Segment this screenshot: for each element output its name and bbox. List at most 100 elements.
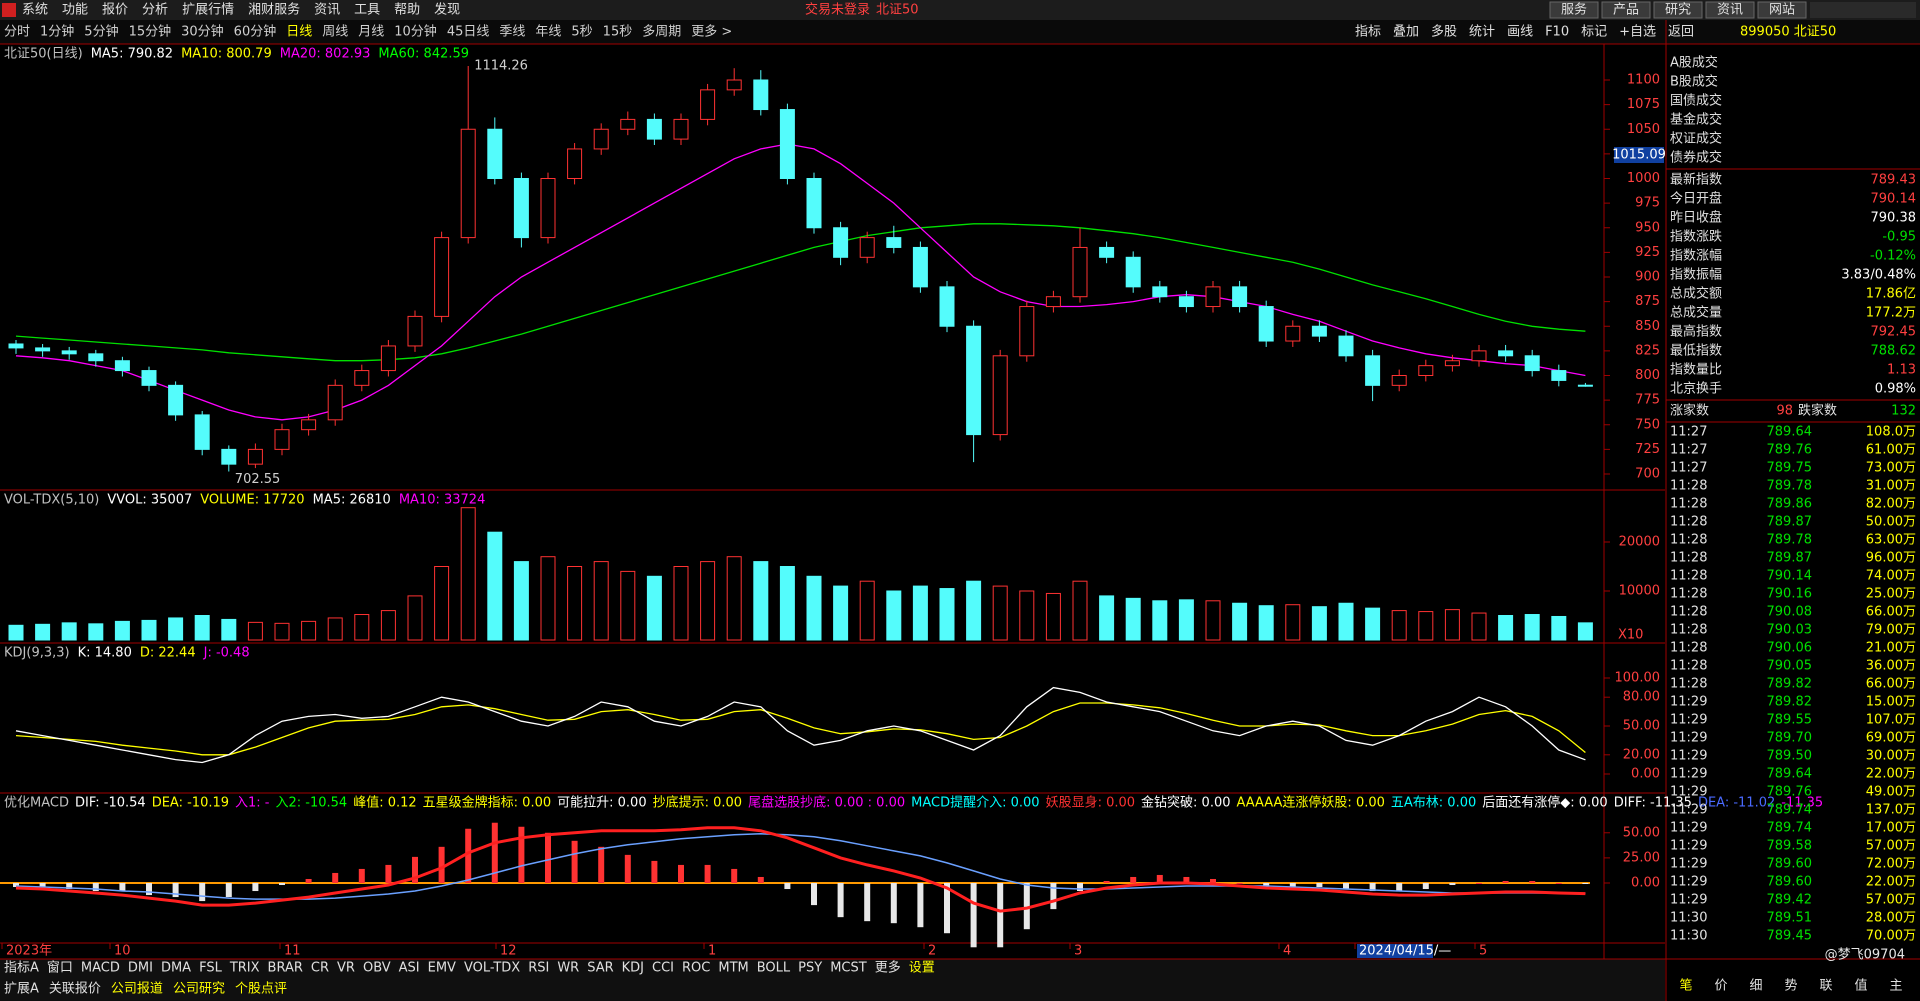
- indicator-tab[interactable]: SAR: [587, 961, 613, 976]
- period-tab[interactable]: 5秒: [571, 25, 592, 40]
- tool-button[interactable]: 画线: [1507, 25, 1533, 40]
- period-tab[interactable]: 15秒: [603, 25, 633, 40]
- extension-tab[interactable]: 个股点评: [235, 982, 287, 997]
- indicator-tab[interactable]: MACD: [81, 961, 120, 976]
- menu-button-label[interactable]: 服务: [1561, 2, 1587, 18]
- menu-item[interactable]: 报价: [102, 3, 128, 18]
- macd-legend: DIFF: -11.35: [1614, 796, 1692, 811]
- market-link[interactable]: A股成交: [1670, 55, 1718, 71]
- candle-body: [354, 370, 370, 386]
- indicator-tab[interactable]: VR: [337, 961, 355, 976]
- market-link[interactable]: 国债成交: [1670, 93, 1722, 109]
- extension-tab[interactable]: 扩展A: [4, 982, 39, 997]
- period-tab[interactable]: 15分钟: [129, 24, 172, 40]
- period-tab[interactable]: 年线: [535, 25, 561, 40]
- period-tab[interactable]: 日线: [286, 25, 312, 40]
- tool-button[interactable]: 多股: [1431, 24, 1457, 40]
- menu-item[interactable]: 功能: [62, 3, 88, 18]
- indicator-tab[interactable]: BOLL: [757, 961, 791, 976]
- indicator-tab[interactable]: MCST: [830, 961, 867, 976]
- period-tab[interactable]: 季线: [499, 25, 525, 40]
- period-tab[interactable]: 45日线: [447, 25, 490, 40]
- market-link[interactable]: 债券成交: [1670, 150, 1722, 166]
- extension-tab[interactable]: 公司报道: [111, 982, 163, 997]
- menu-button[interactable]: [1653, 1, 1703, 19]
- indicator-tab[interactable]: MTM: [718, 961, 748, 976]
- menu-item[interactable]: 资讯: [314, 3, 340, 18]
- period-tab[interactable]: 分时: [4, 25, 30, 40]
- menu-button[interactable]: [1549, 1, 1599, 19]
- indicator-tab[interactable]: BRAR: [268, 961, 303, 976]
- period-tab[interactable]: 更多 >: [691, 24, 732, 40]
- menu-item[interactable]: 工具: [354, 3, 380, 18]
- indicator-tab[interactable]: VOL-TDX: [464, 961, 520, 976]
- tool-button[interactable]: +自选: [1619, 25, 1656, 40]
- menu-item[interactable]: 分析: [142, 3, 168, 18]
- tool-button[interactable]: 叠加: [1393, 25, 1419, 40]
- period-tab[interactable]: 月线: [358, 25, 384, 40]
- menu-item[interactable]: 发现: [434, 2, 460, 18]
- menu-button-label[interactable]: 产品: [1613, 3, 1639, 18]
- menu-button-label[interactable]: 网站: [1769, 3, 1795, 18]
- market-link[interactable]: 基金成交: [1670, 112, 1722, 128]
- side-tab[interactable]: 主: [1889, 979, 1902, 994]
- period-tab[interactable]: 5分钟: [84, 24, 118, 40]
- indicator-tab[interactable]: ROC: [682, 961, 710, 976]
- indicator-tab[interactable]: ASI: [399, 961, 420, 976]
- indicator-tab[interactable]: 窗口: [47, 960, 73, 976]
- indicator-tab[interactable]: KDJ: [622, 961, 644, 976]
- side-tab[interactable]: 联: [1819, 979, 1832, 994]
- period-tab[interactable]: 周线: [322, 25, 348, 40]
- indicator-tab[interactable]: OBV: [363, 961, 391, 976]
- tool-button[interactable]: 统计: [1469, 25, 1495, 40]
- menu-item[interactable]: 帮助: [394, 3, 420, 18]
- menu-button[interactable]: [1705, 1, 1755, 19]
- period-tab[interactable]: 60分钟: [234, 24, 277, 40]
- side-tab[interactable]: 势: [1784, 978, 1797, 994]
- indicator-tab[interactable]: FSL: [199, 961, 223, 976]
- period-tab[interactable]: 10分钟: [394, 24, 437, 40]
- menu-item[interactable]: 扩展行情: [182, 3, 234, 18]
- market-link[interactable]: B股成交: [1670, 74, 1718, 90]
- volume-bar: [806, 575, 822, 641]
- tick-volume: 50.00万: [1866, 515, 1916, 530]
- tick-time: 11:29: [1670, 731, 1707, 746]
- period-tab[interactable]: 多周期: [642, 24, 681, 40]
- side-tab[interactable]: 笔: [1679, 978, 1692, 994]
- extension-tab[interactable]: 关联报价: [49, 982, 101, 997]
- indicator-tab[interactable]: 设置: [909, 961, 935, 976]
- quote-value: 1.13: [1887, 363, 1916, 378]
- indicator-tab[interactable]: CR: [311, 961, 329, 976]
- period-tab[interactable]: 1分钟: [40, 24, 74, 40]
- indicator-tab[interactable]: CCI: [652, 961, 674, 976]
- period-tab[interactable]: 30分钟: [181, 24, 224, 40]
- bottom-bar: [0, 959, 1665, 1001]
- menu-button-label[interactable]: 资讯: [1717, 3, 1743, 18]
- macd-bar: [146, 883, 152, 896]
- indicator-tab[interactable]: DMI: [128, 961, 153, 976]
- side-tab[interactable]: 价: [1714, 979, 1727, 994]
- menu-button-label[interactable]: 研究: [1665, 3, 1691, 18]
- tool-button[interactable]: 指标: [1355, 25, 1381, 40]
- macd-bar: [385, 864, 392, 883]
- extension-tab[interactable]: 公司研究: [173, 982, 225, 997]
- indicator-tab[interactable]: TRIX: [229, 961, 260, 976]
- side-tab[interactable]: 值: [1854, 978, 1867, 994]
- tick-price: 789.64: [1767, 767, 1813, 782]
- indicator-tab[interactable]: EMV: [428, 961, 456, 976]
- tool-button[interactable]: 返回: [1668, 25, 1694, 40]
- indicator-tab[interactable]: 指标A: [4, 961, 39, 976]
- menu-item[interactable]: 湘财服务: [248, 2, 300, 18]
- menu-button[interactable]: [1757, 1, 1807, 19]
- menu-button[interactable]: [1601, 1, 1651, 19]
- menu-item[interactable]: 系统: [22, 3, 48, 18]
- tool-button[interactable]: F10: [1545, 25, 1569, 40]
- indicator-tab[interactable]: RSI: [528, 961, 549, 976]
- tool-button[interactable]: 标记: [1581, 25, 1607, 40]
- indicator-tab[interactable]: DMA: [161, 961, 191, 976]
- indicator-tab[interactable]: PSY: [798, 961, 822, 976]
- market-link[interactable]: 权证成交: [1670, 131, 1722, 147]
- indicator-tab[interactable]: WR: [557, 961, 579, 976]
- side-tab[interactable]: 细: [1749, 979, 1762, 994]
- indicator-tab[interactable]: 更多: [875, 960, 901, 976]
